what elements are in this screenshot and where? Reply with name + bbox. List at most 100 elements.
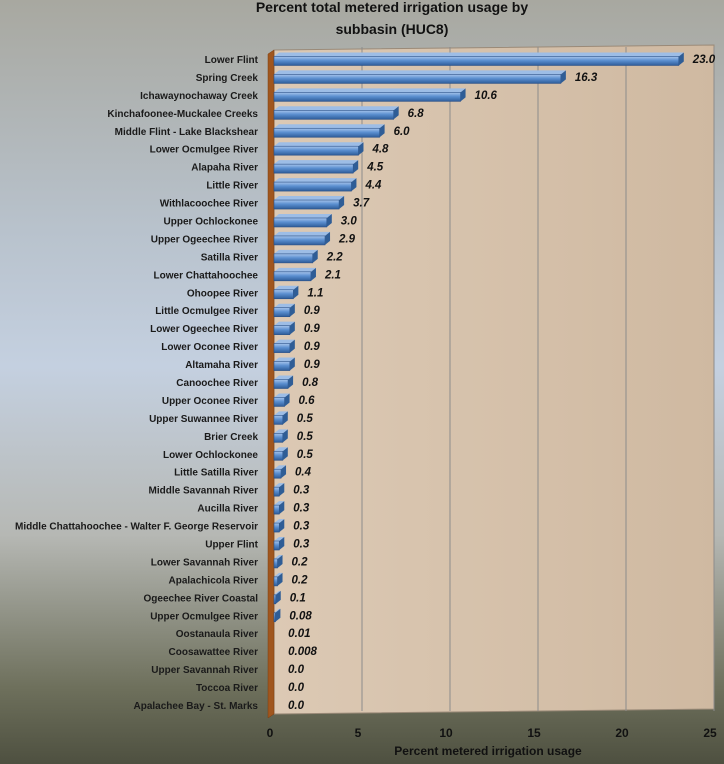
bar [273,196,345,210]
category-label: Apalachee Bay - St. Marks [134,701,259,712]
data-label: 0.6 [299,395,316,407]
category-label: Withlacoochee River [160,199,258,210]
bar-end-face [560,70,566,84]
category-label: Middle Chattahoochee - Walter F. George … [15,522,258,533]
bar-front-face [273,594,277,605]
bar-top-face [274,124,385,129]
bar [273,572,283,587]
bar-top-face [274,572,283,577]
x-tick-label: 10 [439,726,453,740]
bar [273,357,295,371]
bar-end-face [379,124,385,138]
bar [273,411,288,425]
bar-top-face [274,142,364,147]
bar-end-face [289,357,295,371]
data-label: 0.3 [293,503,310,515]
bar-front-face [273,415,284,425]
category-label: Little Satilla River [174,468,258,479]
data-label: 0.4 [295,467,312,479]
x-tick-label: 5 [355,726,362,740]
bar-top-face [274,411,288,416]
category-label: Apalachicola River [169,575,259,586]
data-label: 0.08 [289,610,312,622]
bar-end-face [289,303,295,317]
data-label: 10.6 [475,90,498,102]
bar [273,303,295,318]
bar-top-face [274,393,290,398]
category-label: Lower Savannah River [151,557,258,568]
bar [273,88,466,102]
category-label: Spring Creek [196,73,259,84]
bar [273,537,285,551]
category-label: Lower Flint [205,55,259,66]
bar-front-face [273,199,340,210]
category-label: Upper Suwannee River [149,414,258,425]
category-label: Altamaha River [185,360,258,371]
bar-front-face [273,379,289,389]
data-label: 0.1 [290,592,306,604]
bar-front-face [273,289,294,300]
bar [273,213,332,228]
bar-end-face [289,321,295,335]
data-label: 0.9 [304,359,321,371]
bar-end-face [275,608,281,622]
bar [273,375,294,389]
bar [273,178,357,192]
chart-title-line-2: subbasin (HUC8) [336,21,449,37]
bar [273,339,295,353]
bar [273,501,285,515]
x-tick-label: 25 [703,726,717,740]
data-label: 6.0 [394,126,411,138]
bar-top-face [274,231,331,236]
bar-end-face [351,178,357,192]
bar-front-face [273,450,284,461]
bar [273,608,281,623]
x-axis-label: Percent metered irrigation usage [394,744,582,758]
data-label: 0.8 [302,377,319,389]
bar-end-face [282,447,288,461]
data-label: 2.2 [326,251,344,263]
bar-front-face [273,433,284,443]
bar-front-face [273,504,280,515]
bar-top-face [274,106,399,111]
category-label: Lower Ocmulgee River [150,145,258,156]
bar [273,231,331,246]
bar [273,70,566,84]
bar-front-face [273,110,394,120]
data-label: 0.3 [293,521,310,533]
bar-front-face [273,558,278,569]
bar-end-face [326,213,332,227]
bar [273,447,288,461]
bar-front-face [273,56,680,66]
bar-front-face [273,522,280,533]
bar-front-face [273,127,380,138]
x-tick-label: 20 [615,726,629,740]
category-label: Upper Oconee River [162,396,258,407]
bar-top-face [274,213,332,218]
bar-front-face [273,181,352,192]
bar-front-face [273,74,562,84]
data-label: 0.0 [288,700,305,712]
bar-end-face [288,375,294,389]
data-label: 2.1 [324,269,341,281]
bar [273,249,318,264]
bar [273,106,399,120]
bar-top-face [274,375,294,380]
data-label: 0.01 [288,628,310,640]
data-label: 0.9 [304,341,321,353]
bar-front-face [273,486,280,497]
bar-top-face [274,483,285,488]
bar-end-face [279,483,285,497]
bar-top-face [274,429,288,434]
bar-top-face [274,249,318,254]
category-label: Alapaha River [191,163,258,174]
bar-front-face [273,163,354,174]
bar-top-face [274,321,295,326]
category-label: Lower Ogeechee River [150,324,258,335]
bar [273,160,359,174]
data-label: 2.9 [338,233,356,245]
data-label: 0.9 [304,323,321,335]
bar-top-face [274,608,281,613]
bar-top-face [274,590,281,595]
